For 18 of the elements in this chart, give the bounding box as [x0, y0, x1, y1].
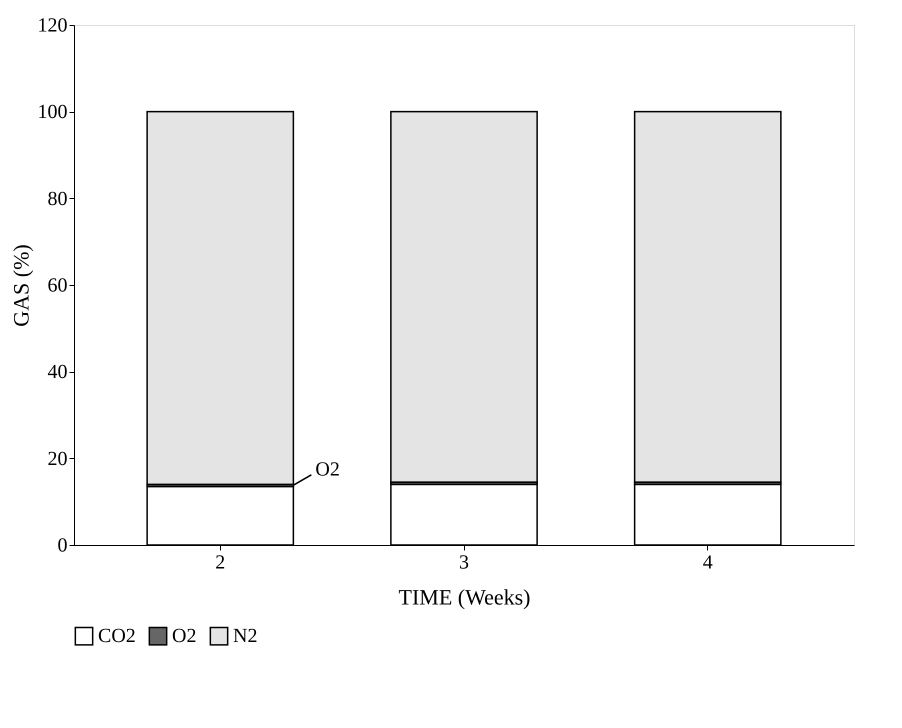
y-tick-label: 100 — [38, 101, 68, 124]
y-tick-label: 0 — [58, 534, 68, 556]
y-tick-label: 120 — [38, 14, 68, 36]
bar — [634, 110, 782, 483]
y-tick-label: 60 — [48, 274, 68, 296]
y-tick-label: 20 — [48, 448, 68, 470]
x-axis-title: TIME (Weeks) — [398, 584, 531, 610]
legend-label: N2 — [233, 625, 258, 648]
y-tick-label: 40 — [48, 361, 68, 384]
legend-label: CO2 — [98, 625, 136, 648]
x-tick-label: 3 — [459, 552, 469, 574]
x-tick-label: 4 — [702, 552, 713, 574]
legend-label: O2 — [172, 625, 196, 648]
x-tick-label: 2 — [215, 552, 226, 574]
y-axis-title: GAS (%) — [8, 244, 34, 327]
y-tick-label: 80 — [48, 188, 68, 210]
bar — [390, 110, 538, 483]
annotation: O2 — [315, 458, 340, 481]
